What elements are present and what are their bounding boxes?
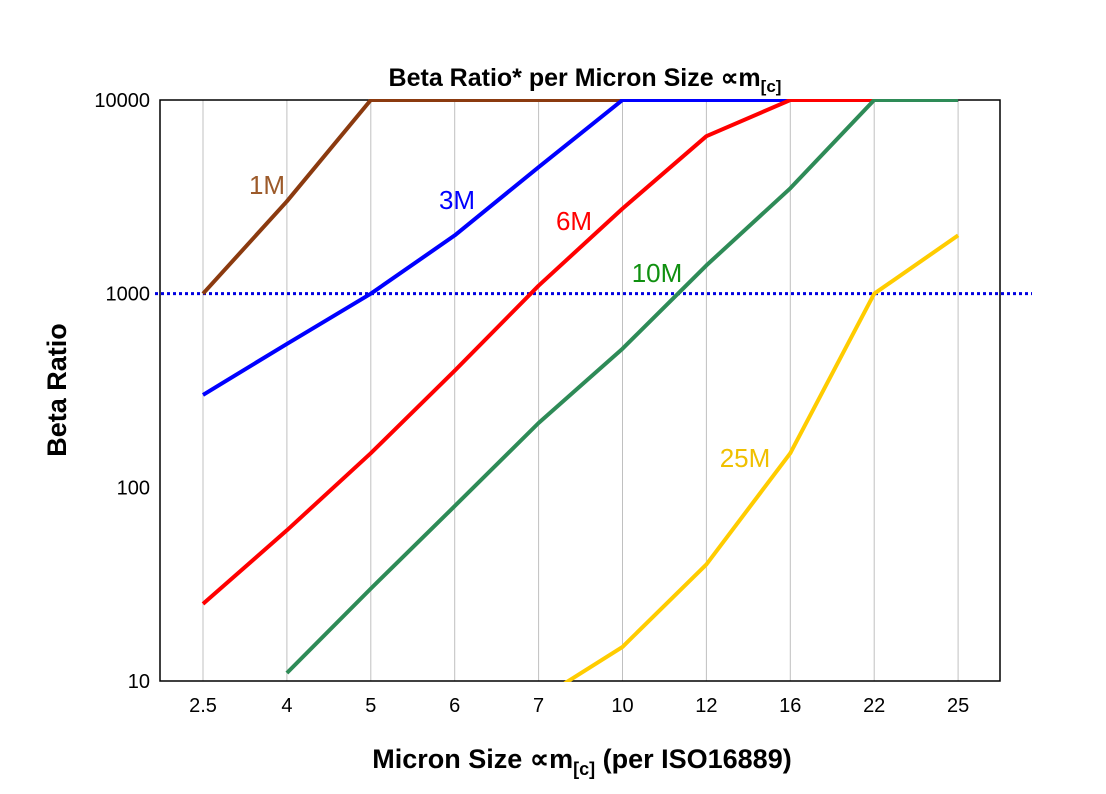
series-label-10M: 10M [632,258,683,288]
series-label-6M: 6M [556,206,592,236]
chart-title: Beta Ratio* per Micron Size ∝m[c] [389,64,782,96]
x-tick-labels: 2.5 4 5 6 7 10 12 16 22 25 [189,695,969,717]
x-tick-label: 5 [365,695,376,717]
x-axis-label: Micron Size ∝m[c] (per ISO16889) [372,744,791,779]
y-tick-labels: 10 100 1000 10000 [94,90,150,693]
series-labels: 1M 3M 6M 10M 25M [249,170,770,473]
series-line-6M [201,99,959,606]
y-tick-label: 100 [117,477,150,499]
series-label-1M: 1M [249,170,285,200]
series-line-10M [285,99,959,675]
series-label-25M: 25M [720,443,771,473]
x-tick-label: 4 [281,695,292,717]
gridlines [202,100,959,681]
series-lines [201,99,960,682]
x-tick-label: 12 [695,695,717,717]
x-tick-label: 2.5 [189,695,217,717]
x-tick-label: 25 [947,695,969,717]
x-tick-label: 22 [863,695,885,717]
series-line-25M [563,233,960,682]
x-tick-label: 10 [611,695,633,717]
series-label-3M: 3M [439,185,475,215]
y-axis-label: Beta Ratio [42,323,72,457]
x-tick-label: 6 [449,695,460,717]
y-tick-label: 10000 [94,90,150,112]
x-tick-label: 7 [533,695,544,717]
x-tick-label: 16 [779,695,801,717]
y-tick-label: 1000 [106,284,151,306]
y-tick-label: 10 [128,671,150,693]
